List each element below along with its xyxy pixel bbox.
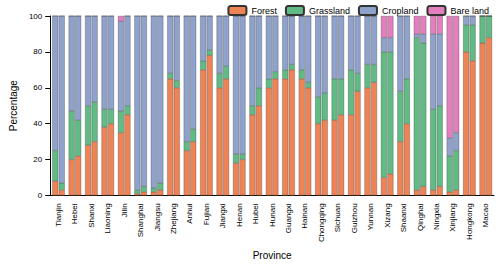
svg-text:Qinghai: Qinghai	[416, 203, 425, 231]
svg-text:Ningxia: Ningxia	[432, 203, 441, 230]
svg-text:Fujian: Fujian	[202, 203, 211, 225]
svg-text:Shanghai: Shanghai	[136, 203, 145, 237]
svg-text:Percentage: Percentage	[8, 80, 19, 132]
svg-text:Jilin: Jilin	[120, 203, 129, 217]
svg-text:Xizang: Xizang	[383, 203, 392, 227]
svg-text:Cropland: Cropland	[382, 6, 419, 16]
svg-text:Bare land: Bare land	[450, 6, 489, 16]
svg-text:Hunan: Hunan	[268, 203, 277, 227]
svg-text:Macao: Macao	[481, 203, 490, 228]
svg-text:Shanxi: Shanxi	[87, 203, 96, 228]
svg-text:Guangxi: Guangxi	[284, 203, 293, 233]
svg-text:Zhejiang: Zhejiang	[169, 203, 178, 234]
svg-text:Hongkong: Hongkong	[465, 203, 474, 239]
svg-text:Hebei: Hebei	[70, 203, 79, 224]
svg-text:Yunnan: Yunnan	[366, 203, 375, 230]
svg-text:Hubei: Hubei	[251, 203, 260, 224]
svg-text:Forest: Forest	[251, 6, 277, 16]
svg-text:100: 100	[29, 12, 43, 21]
svg-text:Guizhou: Guizhou	[350, 203, 359, 233]
svg-text:Shaanxi: Shaanxi	[399, 203, 408, 232]
svg-text:0: 0	[38, 191, 43, 200]
svg-text:Sichuan: Sichuan	[333, 203, 342, 232]
svg-text:Province: Province	[253, 250, 292, 261]
svg-text:Liaoning: Liaoning	[103, 203, 112, 233]
svg-text:60: 60	[33, 83, 42, 92]
svg-text:Henan: Henan	[235, 203, 244, 227]
svg-text:Tianjin: Tianjin	[54, 203, 63, 226]
svg-text:Grassland: Grassland	[309, 6, 350, 16]
svg-text:20: 20	[33, 155, 42, 164]
svg-text:Chongqing: Chongqing	[317, 203, 326, 242]
svg-text:Hainan: Hainan	[300, 203, 309, 228]
svg-text:80: 80	[33, 47, 42, 56]
svg-text:Jiangsu: Jiangsu	[153, 203, 162, 231]
svg-text:Jiangxi: Jiangxi	[218, 203, 227, 228]
svg-text:Anhui: Anhui	[185, 203, 194, 224]
svg-text:40: 40	[33, 119, 42, 128]
svg-text:Xinjiang: Xinjiang	[448, 203, 457, 231]
